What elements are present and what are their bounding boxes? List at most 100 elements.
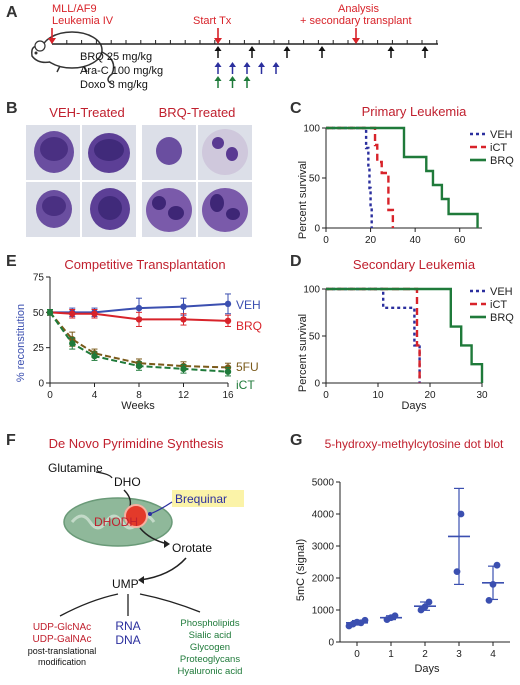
data-point: [91, 310, 98, 317]
dhodh-enzyme-icon: [124, 504, 148, 528]
y-tick-label: 0: [328, 638, 334, 649]
y-tick-label: 25: [33, 343, 45, 354]
brq-micrograph: [142, 125, 252, 237]
dose-arrowhead-1: [229, 62, 236, 67]
series-label-brq: BRQ: [236, 319, 262, 333]
dose-arrowhead-0: [387, 46, 395, 51]
chart-d-ylabel: Percent survival: [297, 314, 309, 392]
x-tick-label: 1: [388, 649, 394, 660]
y-tick-label: 5000: [312, 478, 335, 489]
dose-arrowhead-2: [214, 76, 222, 81]
legend-label: VEH: [490, 286, 513, 298]
y-tick-label: 0: [38, 379, 44, 390]
legend-label: iCT: [490, 299, 507, 311]
data-point: [489, 581, 497, 588]
pyrimidine-pathway-diagram: De Novo Pyrimidine Synthesis Glutamine D…: [28, 436, 244, 677]
chart-d-xlabel: Days: [401, 400, 427, 412]
x-tick-label: 30: [476, 390, 488, 401]
right-product-4: Proteoglycans: [180, 654, 240, 665]
y-tick-label: 3000: [312, 542, 335, 553]
x-tick-label: 12: [178, 390, 190, 401]
chart-g-ylabel: 5mC (signal): [295, 539, 307, 601]
middle-product-2: DNA: [115, 633, 140, 647]
x-tick-label: 0: [47, 390, 53, 401]
right-product-3: Glycogen: [190, 642, 230, 653]
panel-letter-c: C: [290, 100, 302, 117]
x-tick-label: 10: [372, 390, 384, 401]
chart-c-ylabel: Percent survival: [297, 161, 309, 239]
dose-arrowhead-1: [243, 62, 251, 67]
dose-arrowhead-0: [421, 46, 429, 51]
y-tick-label: 0: [314, 379, 320, 390]
x-tick-label: 0: [323, 390, 329, 401]
data-point: [69, 340, 76, 347]
panel-letter-d: D: [290, 253, 302, 270]
y-tick-label: 75: [33, 273, 45, 284]
series-line-brq: [326, 287, 484, 383]
x-tick-label: 20: [424, 390, 436, 401]
brq-treated-title: BRQ-Treated: [158, 105, 236, 120]
panel-letter-b: B: [6, 100, 18, 117]
dose-arrowhead-0: [283, 46, 291, 51]
left-note-2: modification: [38, 657, 86, 667]
y-tick-label: 4000: [312, 510, 335, 521]
dose-arrows: [214, 46, 429, 88]
legend-label: BRQ: [490, 155, 514, 167]
data-point: [224, 317, 232, 325]
dose-arrowhead-0: [318, 46, 326, 51]
y-tick-label: 50: [309, 174, 321, 185]
series-label-veh: VEH: [236, 298, 261, 312]
data-point: [453, 568, 461, 575]
data-point: [485, 597, 493, 604]
data-point: [46, 309, 54, 316]
chart-e-title: Competitive Transplantation: [64, 257, 225, 272]
left-product-2: UDP-GalNAc: [33, 634, 92, 645]
label-start-tx: Start Tx: [193, 15, 232, 27]
middle-product-1: RNA: [115, 619, 140, 633]
ump-label: UMP: [112, 577, 139, 591]
series-line-brq: [326, 126, 479, 228]
orotate-label: Orotate: [172, 541, 212, 555]
data-point: [425, 598, 433, 606]
dose-arrowhead-0: [248, 46, 256, 51]
series-line-brq: [49, 311, 229, 322]
panel-letter-f: F: [6, 432, 16, 449]
data-point: [421, 603, 429, 611]
series-line-veh: [326, 126, 373, 228]
label-model: MLL/AF9: [52, 3, 97, 15]
series-label-ict: iCT: [236, 378, 255, 392]
y-tick-label: 1000: [312, 606, 335, 617]
brequinar-label: Brequinar: [175, 492, 227, 506]
series-line-veh: [50, 302, 229, 314]
data-point: [391, 612, 399, 620]
data-point: [135, 316, 143, 323]
chart-c-title: Primary Leukemia: [362, 104, 468, 119]
series-line-ict: [326, 126, 395, 228]
series-line-ict: [326, 287, 421, 383]
series-line-ict: [49, 311, 229, 373]
data-point: [91, 352, 98, 360]
right-product-2: Sialic acid: [189, 630, 232, 641]
data-point: [457, 510, 465, 518]
right-product-1: Phospholipids: [180, 618, 239, 629]
brequinar-highlight: [172, 490, 244, 507]
data-point: [135, 362, 143, 370]
label-analysis: Analysis: [338, 3, 379, 15]
chart-g-xlabel: Days: [414, 663, 440, 675]
x-tick-label: 16: [222, 390, 234, 401]
left-product-1: UDP-GlcNAc: [33, 622, 91, 633]
drug-doxo: Doxo 3 mg/kg: [80, 79, 148, 91]
mouse-icon: [31, 31, 115, 85]
x-tick-label: 0: [354, 649, 360, 660]
series-line-5fu: [49, 311, 229, 369]
data-point: [361, 616, 369, 624]
data-point: [180, 303, 187, 310]
y-tick-label: 50: [309, 332, 321, 343]
dho-label: DHO: [114, 475, 141, 489]
dose-arrowhead-1: [214, 62, 222, 67]
dose-arrowhead-2: [229, 76, 236, 81]
x-tick-label: 20: [365, 235, 377, 246]
dose-arrowhead-1: [272, 62, 280, 67]
series-line-veh: [326, 287, 421, 383]
veh-treated-title: VEH-Treated: [49, 105, 125, 120]
